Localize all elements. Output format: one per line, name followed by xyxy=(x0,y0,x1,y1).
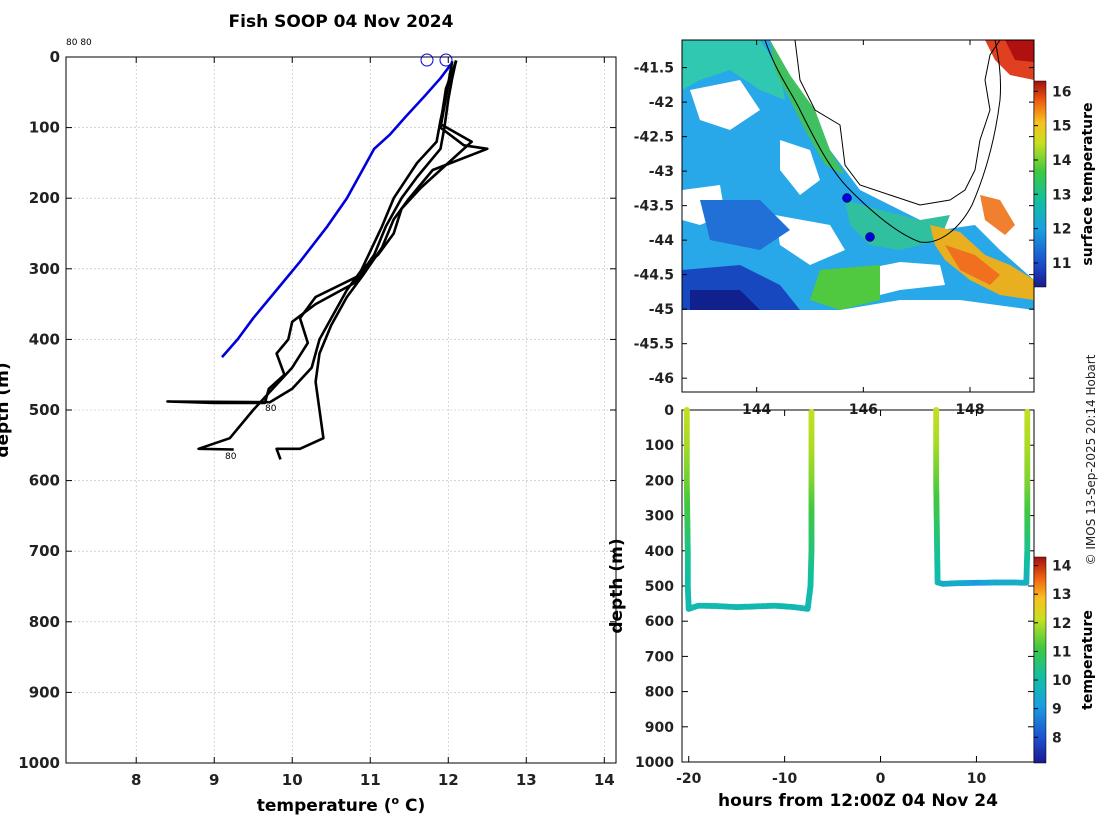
temperature-colorbar-tick-label: 9 xyxy=(1052,702,1062,718)
sst-colorbar-tick-label: 12 xyxy=(1052,222,1071,238)
sst-colorbar-ticks: 11 12 13 14 15 16 xyxy=(1034,84,1072,272)
y-tick-label: 200 xyxy=(29,189,60,207)
profile-start-marker xyxy=(439,53,453,67)
y-tick-label: 800 xyxy=(29,613,60,631)
profile-start-marker xyxy=(420,53,434,67)
profile-grid xyxy=(66,56,616,764)
coastline xyxy=(794,39,1001,206)
map-fish-marker xyxy=(865,232,875,242)
figure-title: Fish SOOP 04 Nov 2024 xyxy=(229,12,454,32)
y-tick-label: 400 xyxy=(29,330,60,348)
map-lat-label: -46 xyxy=(649,371,674,387)
depth-tick-label: 200 xyxy=(645,473,674,489)
temperature-colorbar-ticks: 8 9 10 11 12 13 14 xyxy=(1034,559,1072,746)
y-tick-label: 0 xyxy=(50,48,60,66)
profile-panel: 8 9 10 11 12 13 14 0 100 200 300 400 500 600 700 800 900… xyxy=(0,38,617,816)
map-fish-marker xyxy=(842,193,852,203)
sst-colorbar-tick-label: 11 xyxy=(1052,256,1071,272)
time-depth-x-axis-label: hours from 12:00Z 04 Nov 24 xyxy=(718,791,998,811)
temperature-colorbar-tick-label: 11 xyxy=(1052,644,1071,660)
time-tick-label: -10 xyxy=(772,771,798,787)
map-lat-label: -43 xyxy=(649,164,674,180)
profile-plot-frame xyxy=(65,56,617,764)
x-tick-label: 9 xyxy=(209,771,219,789)
depth-tick-label: 400 xyxy=(645,544,674,560)
y-tick-label: 700 xyxy=(29,542,60,560)
depth-tick-label: 700 xyxy=(645,649,674,665)
x-tick-label: 13 xyxy=(516,771,537,789)
map-lat-label: -45.5 xyxy=(634,337,674,353)
y-tick-label: 300 xyxy=(29,260,60,278)
temperature-colorbar-tick-label: 8 xyxy=(1052,730,1062,746)
time-tick-label: 0 xyxy=(876,771,886,787)
temperature-colorbar-tick-label: 14 xyxy=(1052,559,1072,575)
depth-tick-label: 1000 xyxy=(635,755,674,771)
x-tick-label: 8 xyxy=(131,771,141,789)
map-lat-label: -42 xyxy=(649,95,674,111)
profile-x-axis-label: temperature (o C) xyxy=(257,794,426,816)
sst-field xyxy=(682,40,1034,310)
map-lat-label: -42.5 xyxy=(634,130,674,146)
time-depth-ticks: -20 -10 0 100100200300400500600700800900100… xyxy=(635,403,1034,787)
y-tick-label: 600 xyxy=(29,472,60,490)
temperature-colorbar-tick-label: 13 xyxy=(1052,587,1071,603)
sst-colorbar-label: surface temperature xyxy=(1080,102,1096,265)
x-tick-label: 11 xyxy=(360,771,381,789)
climatology-line xyxy=(221,61,454,358)
y-tick-label: 500 xyxy=(29,401,60,419)
map-lat-label: -44.5 xyxy=(634,268,674,284)
track-point xyxy=(1024,409,1031,415)
depth-tick-label: 900 xyxy=(645,720,674,736)
profile-y-axis-label: depth (m) xyxy=(0,362,13,457)
time-depth-tracks xyxy=(683,407,1031,612)
temperature-colorbar-tick-label: 12 xyxy=(1052,616,1071,632)
sst-colorbar-tick-label: 14 xyxy=(1052,153,1072,169)
map-lat-label: -43.5 xyxy=(634,199,674,215)
track-point xyxy=(808,409,815,415)
credit-text: © IMOS 13-Sep-2025 20:14 Hobart xyxy=(1084,354,1098,565)
sst-colorbar xyxy=(1033,80,1047,288)
time-depth-y-axis-label: depth (m) xyxy=(607,538,627,633)
depth-tick-label: 800 xyxy=(645,685,674,701)
profile-line xyxy=(275,60,489,460)
map-panel: -41.5 -42 -42.5 -43 -43.5 -44 -44.5 -45 -45.5 -46… xyxy=(634,39,1096,418)
depth-tick-label: 100 xyxy=(645,438,674,454)
y-tick-label: 1000 xyxy=(18,754,60,772)
x-tick-label: 14 xyxy=(594,771,615,789)
profile-ticks: 8 9 10 11 12 13 14 0 100 200 300 400 500 600 700 800 900… xyxy=(18,48,616,789)
map-lat-label: -45 xyxy=(649,302,674,318)
annotation-top: 80 80 xyxy=(66,38,92,48)
y-tick-label: 100 xyxy=(29,119,60,137)
profile-line xyxy=(197,60,454,451)
depth-tick-label: 300 xyxy=(645,509,674,525)
depth-tick-label: 600 xyxy=(645,614,674,630)
map-lat-label: -44 xyxy=(649,233,675,249)
y-tick-label: 900 xyxy=(29,683,60,701)
sst-colorbar-tick-label: 16 xyxy=(1052,84,1071,100)
map-lat-label: -41.5 xyxy=(634,61,674,77)
time-tick-label: -20 xyxy=(676,771,702,787)
temperature-colorbar-tick-label: 10 xyxy=(1052,673,1072,689)
temperature-colorbar-label: temperature xyxy=(1080,610,1096,710)
x-tick-label: 12 xyxy=(438,771,459,789)
x-tick-label: 10 xyxy=(282,771,303,789)
track-contour xyxy=(764,39,1001,243)
annotation-mid: 80 xyxy=(265,404,277,414)
depth-tick-label: 0 xyxy=(664,403,674,419)
sst-colorbar-tick-label: 13 xyxy=(1052,187,1071,203)
temperature-colorbar xyxy=(1033,556,1047,764)
profile-line xyxy=(166,60,458,405)
sst-colorbar-tick-label: 15 xyxy=(1052,119,1071,135)
depth-tick-label: 500 xyxy=(645,579,674,595)
time-tick-label: 10 xyxy=(967,771,987,787)
annotation-low: 80 xyxy=(225,452,237,462)
time-depth-panel: -20 -10 0 100100200300400500600700800900100… xyxy=(607,403,1096,811)
profile-line xyxy=(268,60,474,405)
time-depth-frame xyxy=(681,409,1035,763)
profile-series xyxy=(166,60,489,460)
